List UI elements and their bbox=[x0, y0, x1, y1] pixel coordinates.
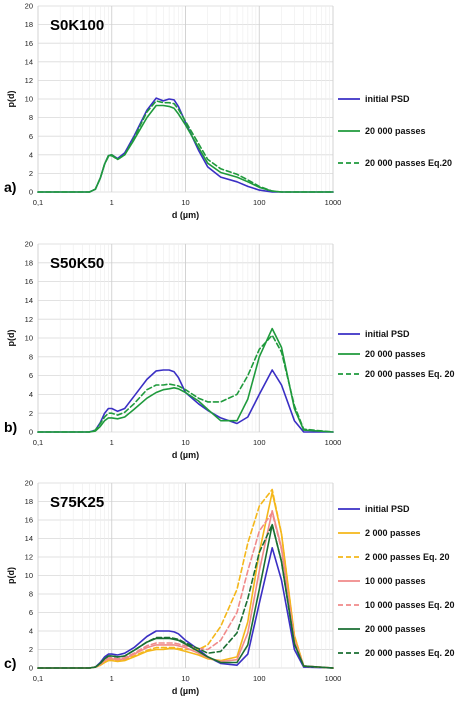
series-line bbox=[37, 488, 334, 669]
series-line bbox=[37, 511, 334, 669]
y-tick-label: 6 bbox=[29, 132, 33, 141]
chart-title: S0K100 bbox=[50, 17, 104, 34]
chart-panel-2: 0 2 4 6 8 10 12 14 16 18 20 0,1 1 10 100 1000 p(d) d (µm)… bbox=[4, 240, 455, 460]
series-line bbox=[37, 509, 334, 669]
y-tick-label: 14 bbox=[25, 534, 33, 543]
legend-label: 2 000 passes bbox=[365, 528, 421, 538]
x-tick-label: 1 bbox=[110, 438, 114, 447]
y-tick-label: 2 bbox=[29, 409, 33, 418]
x-tick-label: 10 bbox=[181, 198, 189, 207]
x-tick-label: 1 bbox=[110, 198, 114, 207]
legend-label: 20 000 passes Eq.20 bbox=[365, 158, 452, 168]
x-tick-label: 0,1 bbox=[33, 438, 43, 447]
legend-label: 10 000 passes Eq. 20 bbox=[365, 600, 455, 610]
y-tick-label: 6 bbox=[29, 608, 33, 617]
y-tick-label: 20 bbox=[25, 2, 33, 11]
y-tick-label: 2 bbox=[29, 169, 33, 178]
x-tick-label: 1000 bbox=[325, 674, 342, 683]
y-tick-label: 0 bbox=[29, 188, 33, 197]
x-tick-label: 1000 bbox=[325, 198, 342, 207]
y-tick-label: 12 bbox=[25, 76, 33, 85]
y-tick-label: 14 bbox=[25, 57, 33, 66]
x-tick-label: 100 bbox=[253, 438, 266, 447]
x-axis-label: d (µm) bbox=[172, 686, 199, 696]
y-tick-label: 4 bbox=[29, 627, 33, 636]
y-tick-label: 10 bbox=[25, 571, 33, 580]
panel-label: c) bbox=[4, 655, 16, 671]
y-tick-label: 12 bbox=[25, 553, 33, 562]
y-tick-label: 18 bbox=[25, 258, 33, 267]
y-axis-label: p(d) bbox=[6, 91, 16, 108]
legend-label: initial PSD bbox=[365, 94, 410, 104]
chart-panel-1: 0 2 4 6 8 10 12 14 16 18 20 0,1 1 10 100 1000 p(d) d (µm)… bbox=[4, 2, 452, 220]
x-tick-label: 1000 bbox=[325, 438, 342, 447]
y-tick-label: 8 bbox=[29, 113, 33, 122]
series-line bbox=[37, 104, 334, 193]
panel-label: b) bbox=[4, 419, 17, 435]
y-tick-label: 6 bbox=[29, 371, 33, 380]
series-line bbox=[37, 546, 334, 669]
y-tick-label: 18 bbox=[25, 20, 33, 29]
chart-title: S75K25 bbox=[50, 494, 104, 511]
x-tick-label: 100 bbox=[253, 198, 266, 207]
legend-label: initial PSD bbox=[365, 504, 410, 514]
series-line bbox=[37, 100, 334, 193]
x-axis-label: d (µm) bbox=[172, 210, 199, 220]
y-tick-label: 4 bbox=[29, 390, 33, 399]
legend-label: 10 000 passes bbox=[365, 576, 426, 586]
y-tick-label: 16 bbox=[25, 516, 33, 525]
y-tick-label: 0 bbox=[29, 428, 33, 437]
series-line bbox=[37, 523, 334, 669]
x-tick-label: 10 bbox=[181, 674, 189, 683]
x-tick-label: 0,1 bbox=[33, 674, 43, 683]
y-tick-label: 8 bbox=[29, 590, 33, 599]
legend-label: 20 000 passes Eq. 20 bbox=[365, 648, 455, 658]
chart-title: S50K50 bbox=[50, 255, 104, 272]
x-tick-label: 0,1 bbox=[33, 198, 43, 207]
y-tick-label: 18 bbox=[25, 497, 33, 506]
y-tick-label: 16 bbox=[25, 39, 33, 48]
y-tick-label: 2 bbox=[29, 645, 33, 654]
legend-label: 2 000 passes Eq. 20 bbox=[365, 552, 450, 562]
legend-label: 20 000 passes bbox=[365, 126, 426, 136]
y-tick-label: 16 bbox=[25, 277, 33, 286]
y-tick-label: 14 bbox=[25, 296, 33, 305]
x-axis-label: d (µm) bbox=[172, 450, 199, 460]
y-tick-label: 8 bbox=[29, 352, 33, 361]
series-line bbox=[37, 334, 334, 433]
y-tick-label: 0 bbox=[29, 664, 33, 673]
x-tick-label: 100 bbox=[253, 674, 266, 683]
y-tick-label: 10 bbox=[25, 334, 33, 343]
series-line bbox=[37, 369, 334, 433]
y-tick-label: 12 bbox=[25, 315, 33, 324]
legend-label: 20 000 passes bbox=[365, 349, 426, 359]
y-tick-label: 4 bbox=[29, 150, 33, 159]
y-axis-label: p(d) bbox=[6, 567, 16, 584]
legend-label: 20 000 passes bbox=[365, 624, 426, 634]
x-tick-label: 10 bbox=[181, 438, 189, 447]
y-tick-label: 20 bbox=[25, 479, 33, 488]
x-tick-label: 1 bbox=[110, 674, 114, 683]
y-axis-label: p(d) bbox=[6, 330, 16, 347]
legend-label: 20 000 passes Eq. 20 bbox=[365, 369, 455, 379]
y-tick-label: 10 bbox=[25, 95, 33, 104]
legend-label: initial PSD bbox=[365, 329, 410, 339]
chart-panel-3: 0 2 4 6 8 10 12 14 16 18 20 0,1 1 10 100 1000 p(d) d (µm)… bbox=[4, 479, 455, 696]
y-tick-label: 20 bbox=[25, 240, 33, 249]
panel-label: a) bbox=[4, 179, 16, 195]
